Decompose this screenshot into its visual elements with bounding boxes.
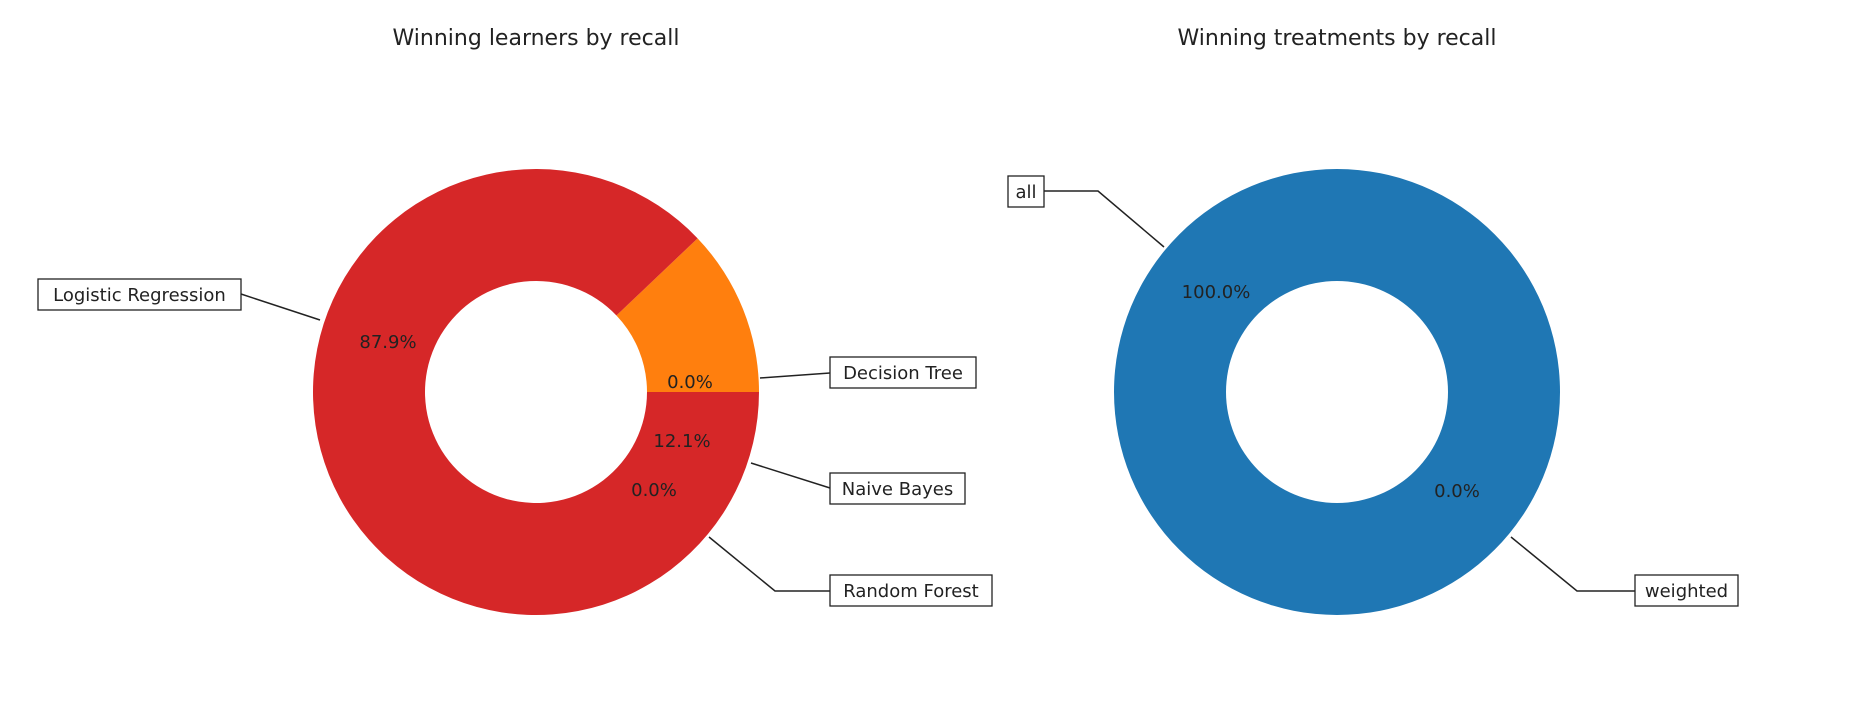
pct-label-logistic-regression: 87.9% [359, 332, 416, 353]
leader-line-logistic-regression [240, 293, 321, 321]
callout-box-logistic-regression [37, 278, 242, 311]
wedge-all [1114, 169, 1560, 615]
callout-decision-tree: Decision Tree [759, 356, 977, 389]
callout-label-random-forest: Random Forest [843, 581, 978, 602]
callout-box-weighted [1634, 574, 1739, 607]
callout-naive-bayes: Naive Bayes [750, 462, 966, 505]
learners-chart-title: Winning learners by recall [393, 26, 680, 51]
leader-line-random-forest [708, 536, 830, 592]
leader-line-decision-tree [759, 372, 831, 379]
callout-weighted: weighted [1510, 536, 1739, 607]
learners-chart: Winning learners by recall 0.0% 12.1% 0.… [37, 26, 993, 616]
callout-label-naive-bayes: Naive Bayes [842, 479, 953, 500]
pct-label-decision-tree: 0.0% [667, 372, 713, 393]
leader-line-all [1044, 190, 1165, 248]
callout-random-forest: Random Forest [708, 536, 993, 607]
pct-label-weighted: 0.0% [1434, 481, 1480, 502]
callout-label-weighted: weighted [1645, 581, 1728, 602]
leader-line-weighted [1510, 536, 1635, 592]
treatments-chart-title: Winning treatments by recall [1178, 26, 1497, 51]
callout-box-decision-tree [829, 356, 977, 389]
callout-logistic-regression: Logistic Regression [37, 278, 321, 321]
learners-donut [313, 169, 759, 616]
pct-label-naive-bayes: 12.1% [653, 431, 710, 452]
treatments-percent-labels: 100.0% 0.0% [1182, 282, 1480, 502]
callout-label-logistic-regression: Logistic Regression [53, 285, 226, 306]
treatments-chart: Winning treatments by recall 100.0% 0.0%… [1007, 26, 1739, 615]
leader-line-naive-bayes [750, 462, 831, 489]
pct-label-all: 100.0% [1182, 282, 1251, 303]
treatments-donut [1114, 169, 1560, 615]
callout-box-random-forest [829, 574, 993, 607]
callout-box-all [1007, 175, 1045, 208]
callout-label-all: all [1015, 182, 1036, 203]
wedge-naive-bayes [616, 238, 759, 392]
learners-percent-labels: 0.0% 12.1% 0.0% 87.9% [359, 332, 712, 501]
callout-all: all [1007, 175, 1165, 248]
callout-label-decision-tree: Decision Tree [843, 363, 963, 384]
wedge-logistic-regression [313, 169, 759, 616]
callout-box-naive-bayes [829, 472, 966, 505]
pct-label-random-forest: 0.0% [631, 480, 677, 501]
